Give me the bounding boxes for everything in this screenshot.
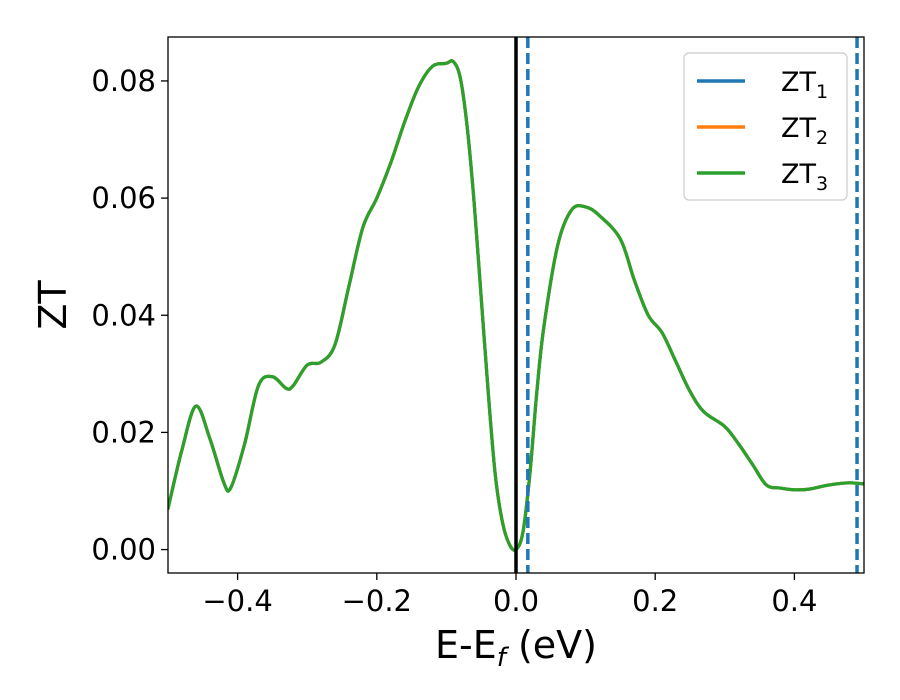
- y-tick-label: 0.06: [91, 181, 156, 215]
- legend-box: [683, 52, 848, 201]
- y-axis-label: ZT: [31, 280, 75, 330]
- x-tick-label: 0.4: [771, 584, 817, 618]
- axis-ticks: −0.4 −0.2 0.0 0.2 0.4 0.00 0.02 0.04 0.06 0.08: [91, 64, 817, 618]
- x-axis-label-main: E-E: [435, 623, 497, 667]
- y-tick-label: 0.00: [91, 533, 156, 567]
- legend-label-2: ZT2: [781, 113, 828, 149]
- x-axis-label-unit: (eV): [506, 623, 597, 667]
- x-tick-label: 0.0: [493, 584, 539, 618]
- y-tick-label: 0.08: [91, 64, 156, 98]
- plot-area: [168, 37, 864, 573]
- legend-label-1: ZT1: [781, 67, 828, 103]
- series-line-3: [168, 59, 864, 552]
- x-tick-label: −0.2: [342, 584, 412, 618]
- x-tick-label: −0.4: [202, 584, 272, 618]
- x-tick-label: 0.2: [632, 584, 678, 618]
- legend-label-3: ZT3: [781, 159, 828, 195]
- y-tick-label: 0.02: [91, 415, 156, 449]
- y-tick-label: 0.04: [91, 298, 156, 332]
- legend: ZT1 ZT2 ZT3: [683, 52, 848, 201]
- x-axis-label: E-Ef (eV): [435, 623, 597, 673]
